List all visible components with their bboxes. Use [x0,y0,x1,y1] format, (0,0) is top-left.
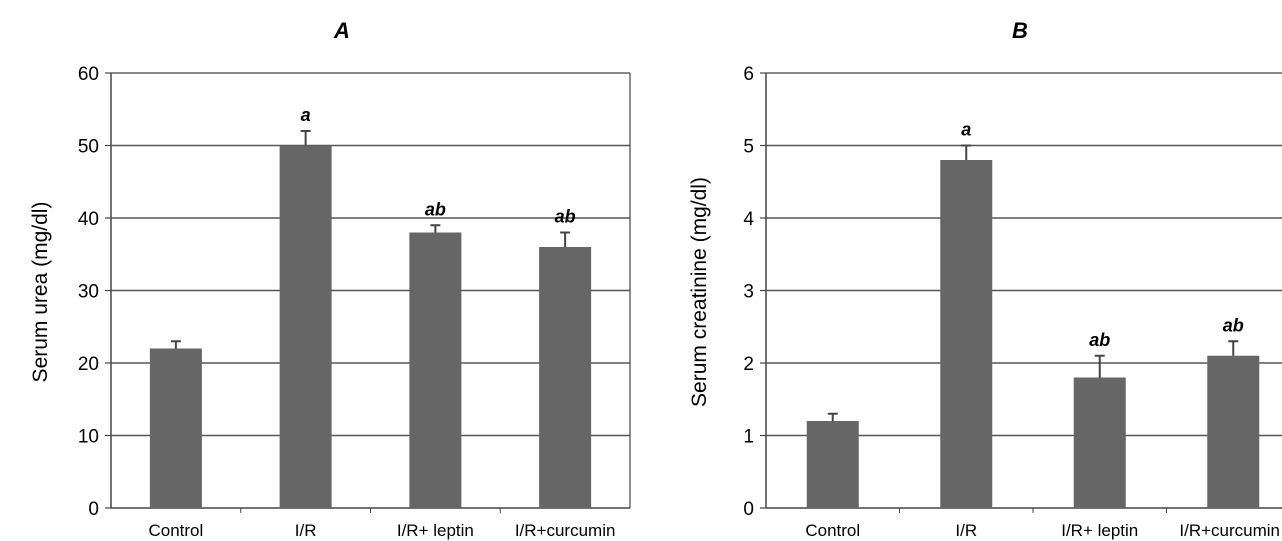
panel-b-bar [1073,377,1126,508]
panel-b-y-tick-label: 1 [743,427,754,448]
panel-a-significance-label: ab [425,199,446,219]
panel-a-bar [279,145,332,508]
panel-b-y-tick-label: 3 [743,282,754,303]
panel-a-category-label: I/R [295,521,317,540]
panel-b-bar [940,160,993,508]
panel-a-y-axis-title: Serum urea (mg/dl) [29,202,52,383]
panel-b-title: B [1012,18,1028,43]
panel-b-y-tick-label: 5 [743,137,754,158]
panel-a-significance-label: ab [555,207,576,227]
panel-b-y-tick-label: 0 [743,499,754,520]
panel-a-category-label: I/R+ leptin [397,521,474,540]
panel-a-y-tick-label: 0 [88,499,99,520]
panel-a-y-tick-label: 40 [78,209,99,230]
panel-a-y-tick-label: 10 [78,427,99,448]
panel-b-category-label: I/R+curcumin [1179,521,1280,540]
panel-a-title: A [333,18,350,43]
panel-a-bar [539,247,592,508]
panel-b-y-tick-label: 2 [743,354,754,375]
panel-a-bar [409,232,462,508]
panel-b-bar [1207,355,1260,508]
panel-a-y-tick-label: 60 [78,64,99,85]
panel-a-category-label: Control [148,521,203,540]
panel-b-significance-label: ab [1089,330,1110,350]
panel-b-y-axis-title: Serum creatinine (mg/dl) [688,177,711,407]
panel-b-y-tick-label: 4 [743,209,754,230]
panel-b-bar [806,421,859,508]
panel-a-bar [149,348,202,508]
panel-a-significance-label: a [301,105,311,125]
panel-b-significance-label: ab [1223,315,1244,335]
panel-a-y-tick-label: 30 [78,282,99,303]
panel-a-y-tick-label: 20 [78,354,99,375]
panel-b-significance-label: a [961,120,971,140]
panel-b-chart: B Serum creatinine (mg/dl) 0 1 2 3 4 5 6 Contro… [688,18,1282,540]
panel-b-y-tick-label: 6 [743,64,754,85]
panel-a-y-tick-label: 50 [78,137,99,158]
panel-a-category-label: I/R+curcumin [515,521,616,540]
panel-b-category-label: I/R+ leptin [1061,521,1138,540]
panel-b-category-label: Control [805,521,860,540]
panel-b-category-label: I/R [955,521,977,540]
panel-a-chart: A Serum urea (mg/dl) 0 10 20 30 40 50 60 Contro… [29,18,631,540]
